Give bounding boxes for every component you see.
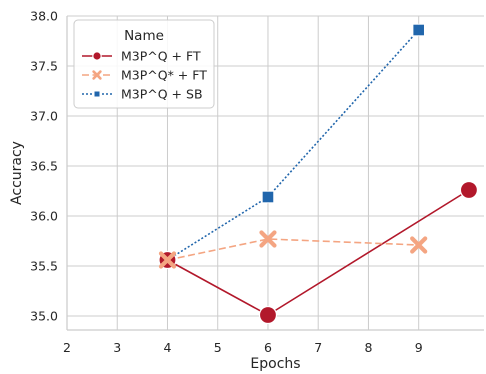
series-markers (158, 23, 479, 325)
x-tick-label: 7 (314, 340, 322, 355)
y-tick-label: 35.5 (30, 259, 58, 274)
x-axis-label: Epochs (250, 356, 300, 372)
x-mark-stroke (259, 230, 277, 248)
legend-title: Name (124, 28, 164, 44)
legend-label: M3P^Q + SB (121, 87, 203, 102)
data-point (258, 305, 278, 325)
x-tick-label: 3 (113, 340, 121, 355)
data-point (412, 23, 425, 37)
x-mark-stroke (410, 236, 428, 254)
legend-label: M3P^Q* + FT (121, 68, 207, 83)
data-point (158, 251, 177, 269)
tick-labels: 2 3 4 5 6 7 8 9 35.0 35.5 36.0 36.5 37.0 37.5 38.0 (30, 9, 423, 356)
x-tick-label: 5 (214, 340, 222, 355)
legend-marker (92, 51, 102, 61)
series-line (167, 238, 419, 261)
x-mark-stroke (92, 70, 102, 80)
data-point (410, 236, 428, 254)
data-point (261, 190, 275, 204)
y-tick-label: 37.5 (30, 59, 58, 74)
data-point (259, 230, 277, 248)
x-mark-stroke (158, 251, 177, 269)
legend-marker (92, 70, 102, 80)
axes (66, 16, 484, 331)
data-point (459, 180, 479, 200)
legend-box (73, 19, 215, 109)
series-line (167, 29, 420, 261)
y-tick-label: 38.0 (30, 9, 58, 24)
x-tick-label: 6 (264, 340, 272, 355)
legend-label: M3P^Q + FT (121, 49, 201, 64)
y-tick-label: 36.0 (30, 209, 58, 224)
y-tick-label: 36.5 (30, 159, 58, 174)
x-tick-label: 9 (415, 340, 423, 355)
y-tick-label: 35.0 (30, 309, 58, 324)
y-tick-label: 37.0 (30, 109, 58, 124)
x-tick-label: 2 (63, 340, 71, 355)
y-axis-label: Accuracy (9, 141, 25, 205)
x-tick-label: 4 (164, 340, 172, 355)
legend: Name M3P^Q + FT M3P^Q* + FT M3P^Q + SB (73, 19, 215, 109)
legend-marker (93, 90, 101, 98)
x-tick-label: 8 (364, 340, 372, 355)
